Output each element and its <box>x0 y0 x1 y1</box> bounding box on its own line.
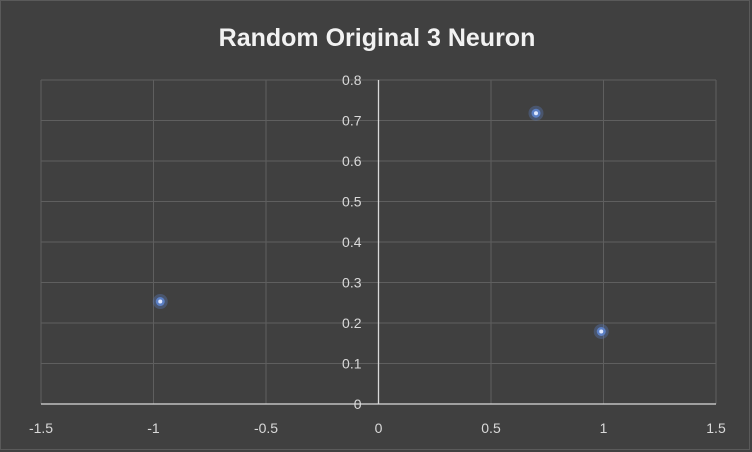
x-tick-label: 1 <box>600 420 608 436</box>
y-tick-label: 0.2 <box>342 315 362 331</box>
data-point-center <box>158 299 163 304</box>
data-point[interactable] <box>593 324 609 340</box>
y-tick-label: 0.3 <box>342 275 362 291</box>
x-tick-label: 0.5 <box>481 420 501 436</box>
x-tick-label: -1.5 <box>29 420 53 436</box>
x-tick-label: 1.5 <box>706 420 726 436</box>
y-tick-label: 0.7 <box>342 113 362 129</box>
y-tick-label: 0.4 <box>342 234 362 250</box>
y-tick-label: 0.8 <box>342 72 362 88</box>
data-point-center <box>599 329 604 334</box>
axes <box>41 80 716 405</box>
y-tick-label: 0 <box>354 396 362 412</box>
data-point[interactable] <box>152 294 168 310</box>
x-tick-label: -0.5 <box>254 420 278 436</box>
y-tick-label: 0.1 <box>342 356 362 372</box>
chart-title: Random Original 3 Neuron <box>219 24 536 52</box>
data-point-center <box>534 111 538 116</box>
x-tick-label: -1 <box>147 420 160 436</box>
data-point[interactable] <box>528 105 544 121</box>
x-tick-label: 0 <box>375 420 383 436</box>
tick-labels: -1.5 -1 -0.5 0 0.5 1 1.5 0 0.1 0.2 0.3 0.4 0.5 0.6 0.7… <box>29 72 726 436</box>
y-tick-label: 0.5 <box>342 194 362 210</box>
y-tick-label: 0.6 <box>342 153 362 169</box>
data-points <box>152 105 609 340</box>
